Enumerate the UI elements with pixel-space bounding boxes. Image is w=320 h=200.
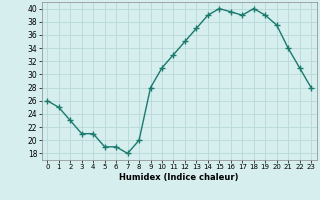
- X-axis label: Humidex (Indice chaleur): Humidex (Indice chaleur): [119, 173, 239, 182]
